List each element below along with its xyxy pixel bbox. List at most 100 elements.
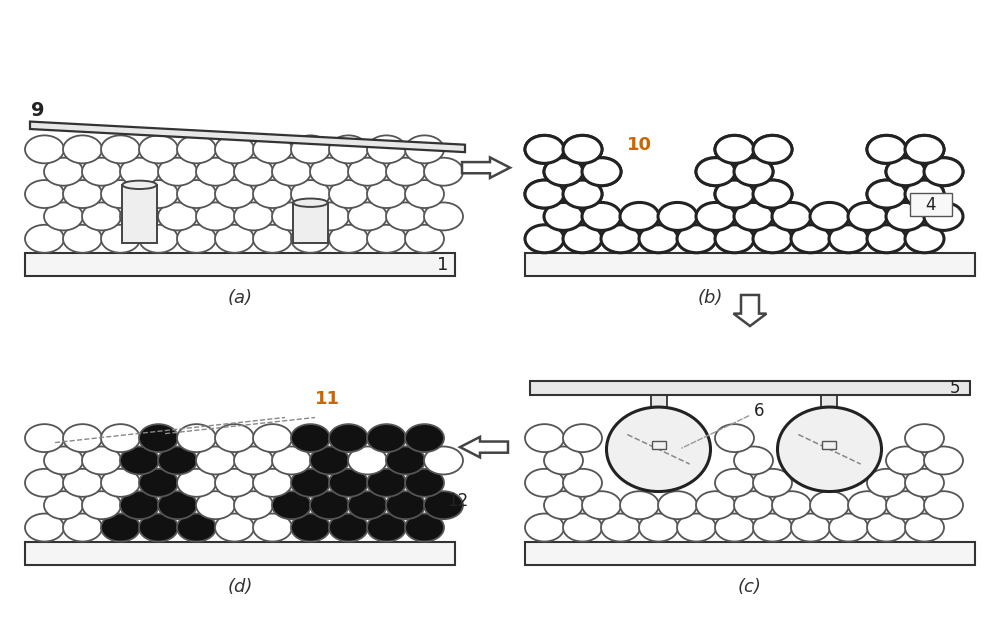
Ellipse shape [563, 135, 602, 163]
Text: 6: 6 [682, 402, 765, 448]
Ellipse shape [772, 202, 811, 230]
Ellipse shape [734, 202, 773, 230]
Ellipse shape [867, 225, 906, 253]
Ellipse shape [715, 135, 754, 163]
Ellipse shape [139, 180, 178, 208]
Ellipse shape [253, 514, 292, 542]
Ellipse shape [424, 446, 463, 474]
Ellipse shape [620, 491, 659, 519]
Ellipse shape [253, 135, 292, 163]
Ellipse shape [44, 491, 83, 519]
Ellipse shape [606, 407, 710, 492]
Ellipse shape [715, 180, 754, 208]
Ellipse shape [563, 135, 602, 163]
Ellipse shape [715, 424, 754, 452]
Ellipse shape [234, 202, 273, 230]
Ellipse shape [582, 202, 621, 230]
Ellipse shape [582, 158, 621, 186]
Ellipse shape [367, 225, 406, 253]
Ellipse shape [563, 225, 602, 253]
Ellipse shape [158, 158, 197, 186]
Ellipse shape [829, 225, 868, 253]
Ellipse shape [544, 158, 583, 186]
Ellipse shape [867, 469, 906, 497]
Ellipse shape [215, 135, 254, 163]
Ellipse shape [753, 469, 792, 497]
Ellipse shape [924, 446, 963, 474]
Ellipse shape [272, 202, 311, 230]
Text: 1: 1 [437, 256, 449, 273]
Ellipse shape [348, 491, 387, 519]
Ellipse shape [272, 491, 311, 519]
Ellipse shape [386, 446, 425, 474]
Ellipse shape [905, 180, 944, 208]
Ellipse shape [158, 202, 197, 230]
Ellipse shape [310, 446, 349, 474]
Ellipse shape [886, 158, 925, 186]
Bar [525, 253, 975, 276]
Ellipse shape [44, 202, 83, 230]
Ellipse shape [563, 225, 602, 253]
Ellipse shape [696, 158, 735, 186]
Ellipse shape [44, 158, 83, 186]
Ellipse shape [753, 180, 792, 208]
Ellipse shape [25, 225, 64, 253]
Ellipse shape [867, 180, 906, 208]
Ellipse shape [405, 180, 444, 208]
Ellipse shape [120, 202, 159, 230]
Ellipse shape [734, 202, 773, 230]
Ellipse shape [82, 202, 121, 230]
Ellipse shape [120, 158, 159, 186]
Ellipse shape [867, 135, 906, 163]
Ellipse shape [525, 514, 564, 542]
Ellipse shape [886, 202, 925, 230]
Ellipse shape [867, 514, 906, 542]
Ellipse shape [348, 446, 387, 474]
Text: 10: 10 [627, 136, 652, 154]
Bar [822, 441, 836, 450]
Text: 4: 4 [926, 196, 936, 214]
Ellipse shape [424, 491, 463, 519]
Ellipse shape [677, 225, 716, 253]
Ellipse shape [715, 225, 754, 253]
Ellipse shape [677, 514, 716, 542]
Ellipse shape [886, 202, 925, 230]
Ellipse shape [639, 514, 678, 542]
Ellipse shape [905, 469, 944, 497]
Ellipse shape [905, 424, 944, 452]
Ellipse shape [386, 202, 425, 230]
Ellipse shape [525, 180, 564, 208]
Ellipse shape [291, 514, 330, 542]
Ellipse shape [120, 446, 159, 474]
Ellipse shape [905, 180, 944, 208]
Ellipse shape [867, 225, 906, 253]
Ellipse shape [563, 180, 602, 208]
Ellipse shape [924, 202, 963, 230]
Ellipse shape [696, 491, 735, 519]
Ellipse shape [63, 225, 102, 253]
Ellipse shape [715, 135, 754, 163]
Ellipse shape [386, 158, 425, 186]
Ellipse shape [829, 514, 868, 542]
Ellipse shape [582, 158, 621, 186]
Ellipse shape [753, 135, 792, 163]
Ellipse shape [405, 135, 444, 163]
Ellipse shape [253, 469, 292, 497]
Bar [25, 253, 455, 276]
Ellipse shape [234, 158, 273, 186]
Bar [650, 395, 666, 445]
Text: 5: 5 [950, 379, 960, 397]
Polygon shape [30, 122, 465, 152]
Ellipse shape [525, 225, 564, 253]
Ellipse shape [696, 202, 735, 230]
Ellipse shape [196, 202, 235, 230]
Ellipse shape [777, 407, 882, 492]
Ellipse shape [158, 491, 197, 519]
Ellipse shape [101, 180, 140, 208]
Ellipse shape [101, 514, 140, 542]
Ellipse shape [101, 135, 140, 163]
Ellipse shape [639, 225, 678, 253]
Ellipse shape [177, 225, 216, 253]
Ellipse shape [924, 158, 963, 186]
Ellipse shape [348, 158, 387, 186]
